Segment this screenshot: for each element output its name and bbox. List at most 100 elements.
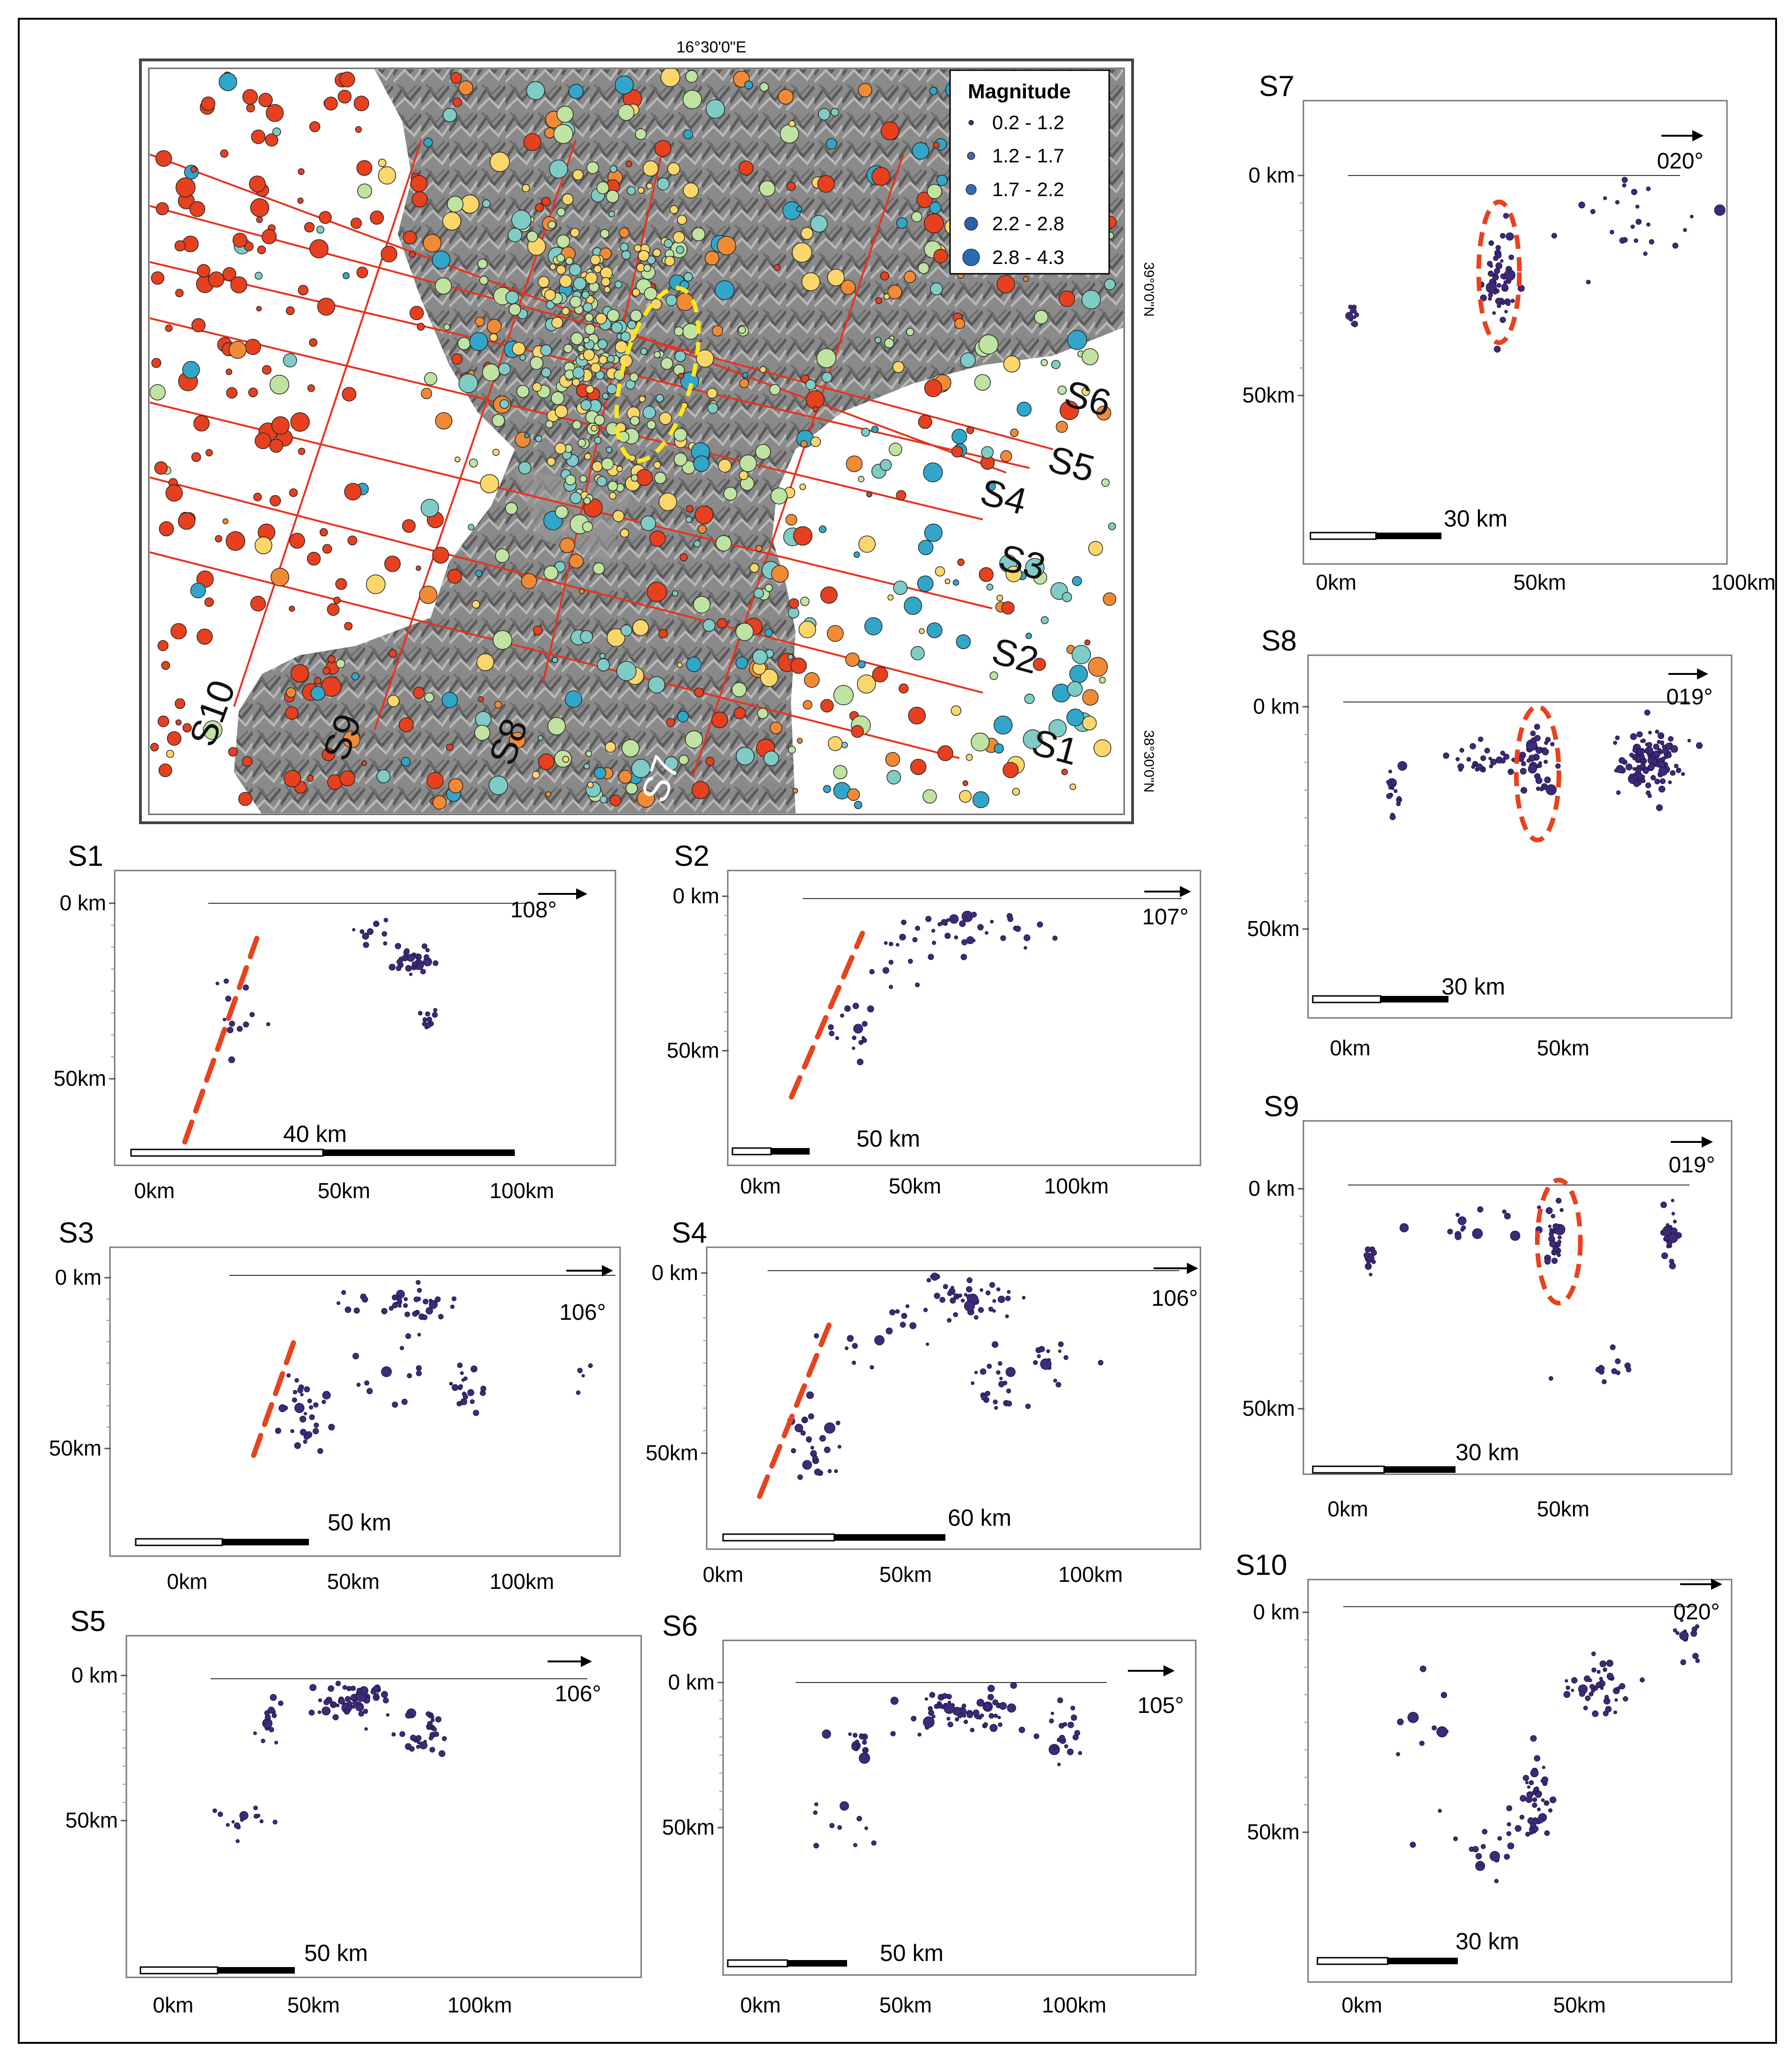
map-event-dot — [1023, 729, 1043, 749]
map-event-dot — [335, 578, 347, 590]
s8-hypocenter — [1520, 768, 1527, 775]
map-event-dot — [475, 711, 492, 728]
s8-hypocenter — [1632, 747, 1638, 753]
s5-hypocenter — [417, 1740, 421, 1744]
s5-hypocenter — [308, 1710, 315, 1716]
s8-hypocenter — [1670, 770, 1676, 776]
s6-scalebar-black — [787, 1960, 847, 1967]
map-event-dot — [1072, 576, 1082, 586]
s2-hypocenter — [915, 982, 920, 988]
map-event-dot — [899, 683, 909, 694]
s10-hypocenter — [1606, 1660, 1614, 1667]
s4-hypocenter — [1025, 1404, 1031, 1409]
s10-hypocenter — [1526, 1791, 1534, 1799]
s10-hypocenter — [1506, 1831, 1512, 1836]
map-event-dot — [490, 152, 510, 172]
s9-hypocenter — [1549, 1231, 1554, 1237]
map-event-dot — [532, 382, 542, 392]
s7-hypocenter — [1492, 290, 1498, 295]
map-event-dot — [154, 461, 168, 475]
map-event-dot — [1023, 276, 1029, 282]
s3-x-tick-label: 50km — [327, 1569, 380, 1594]
map-event-dot — [309, 338, 318, 347]
map-event-dot — [669, 205, 679, 214]
s2-hypocenter — [882, 967, 890, 974]
s1-hypocenter — [395, 966, 402, 971]
map-event-dot — [792, 788, 798, 794]
map-event-dot — [572, 378, 580, 387]
map-event-dot — [219, 73, 237, 91]
map-event-dot — [889, 442, 902, 456]
map-event-dot — [417, 322, 425, 331]
map-event-dot — [923, 462, 943, 483]
s2-direction-label: 107° — [1142, 905, 1188, 929]
s5-hypocenter — [332, 1714, 339, 1720]
s6-hypocenter — [851, 1744, 858, 1750]
s8-hypocenter — [1659, 751, 1663, 754]
s6-hypocenter — [937, 1704, 942, 1709]
map-event-dot — [642, 406, 656, 419]
s1-hypocenter — [424, 954, 430, 960]
s6-hypocenter — [822, 1729, 831, 1739]
s3-hypocenter — [413, 1296, 419, 1302]
map-event-dot — [1066, 709, 1084, 726]
s6-hypocenters — [813, 1682, 1083, 1849]
map-event-dot — [679, 754, 689, 765]
s8-hypocenter — [1645, 782, 1652, 789]
s9-hypocenter — [1504, 1213, 1511, 1220]
map-event-dot — [805, 379, 816, 390]
map-event-dot — [1051, 360, 1061, 369]
map-event-dot — [339, 72, 355, 88]
s3-hypocenter — [403, 1297, 408, 1302]
map-event-dot — [579, 588, 585, 594]
s10-hypocenter — [1436, 1726, 1448, 1738]
s4-hypocenter — [997, 1295, 1005, 1303]
s7-hypocenter — [1633, 238, 1638, 243]
s6-hypocenter — [942, 1693, 948, 1699]
map-event-dot — [283, 353, 297, 367]
s8-hypocenter — [1535, 777, 1543, 784]
s7-hypocenter — [1690, 214, 1694, 219]
s6-hypocenter — [853, 1843, 858, 1848]
map-event-dot — [380, 246, 397, 263]
map-event-dot — [804, 672, 820, 688]
map-event-dot — [620, 331, 631, 342]
s1-hypocenter — [405, 965, 412, 972]
s10-hypocenter — [1596, 1670, 1601, 1674]
s1-hypocenter — [426, 1017, 432, 1022]
s2-title: S2 — [674, 840, 709, 872]
map-event-dot — [606, 446, 613, 453]
s2-hypocenter — [1007, 916, 1014, 922]
s6-direction-arrow-head — [1163, 1665, 1175, 1676]
s7-hypocenter — [1503, 280, 1507, 285]
s5-hypocenter — [253, 1814, 259, 1819]
s4-hypocenter — [974, 1371, 978, 1375]
s8-scalebar-label: 30 km — [1441, 973, 1505, 1000]
s6-hypocenter — [987, 1694, 994, 1701]
map-event-dot — [562, 193, 574, 205]
map-event-dot — [585, 271, 598, 285]
map-event-dot — [298, 285, 309, 296]
map-event-dot — [793, 526, 812, 546]
s7-hypocenter — [1683, 228, 1687, 232]
s2-hypocenters — [828, 910, 1058, 1066]
map-event-dot — [269, 439, 283, 453]
s4-hypocenter — [950, 1297, 956, 1304]
map-event-dot — [717, 618, 727, 629]
s3-hypocenter — [299, 1416, 307, 1423]
s5-hypocenter — [358, 1711, 364, 1717]
map-event-dot — [644, 287, 658, 300]
map-event-dot — [495, 548, 510, 563]
s5-hypocenter — [439, 1750, 446, 1757]
s10-hypocenters — [1396, 1618, 1700, 1884]
map-event-dot — [512, 342, 526, 356]
s9-hypocenter — [1551, 1214, 1556, 1219]
map-event-dot — [827, 625, 844, 642]
s4-hypocenter — [905, 1304, 910, 1309]
s9-hypocenter — [1510, 1230, 1521, 1241]
map-event-dot — [448, 778, 463, 793]
map-event-dot — [533, 626, 543, 636]
map-event-dot — [676, 293, 694, 311]
s1-hypocenter — [229, 1020, 235, 1027]
